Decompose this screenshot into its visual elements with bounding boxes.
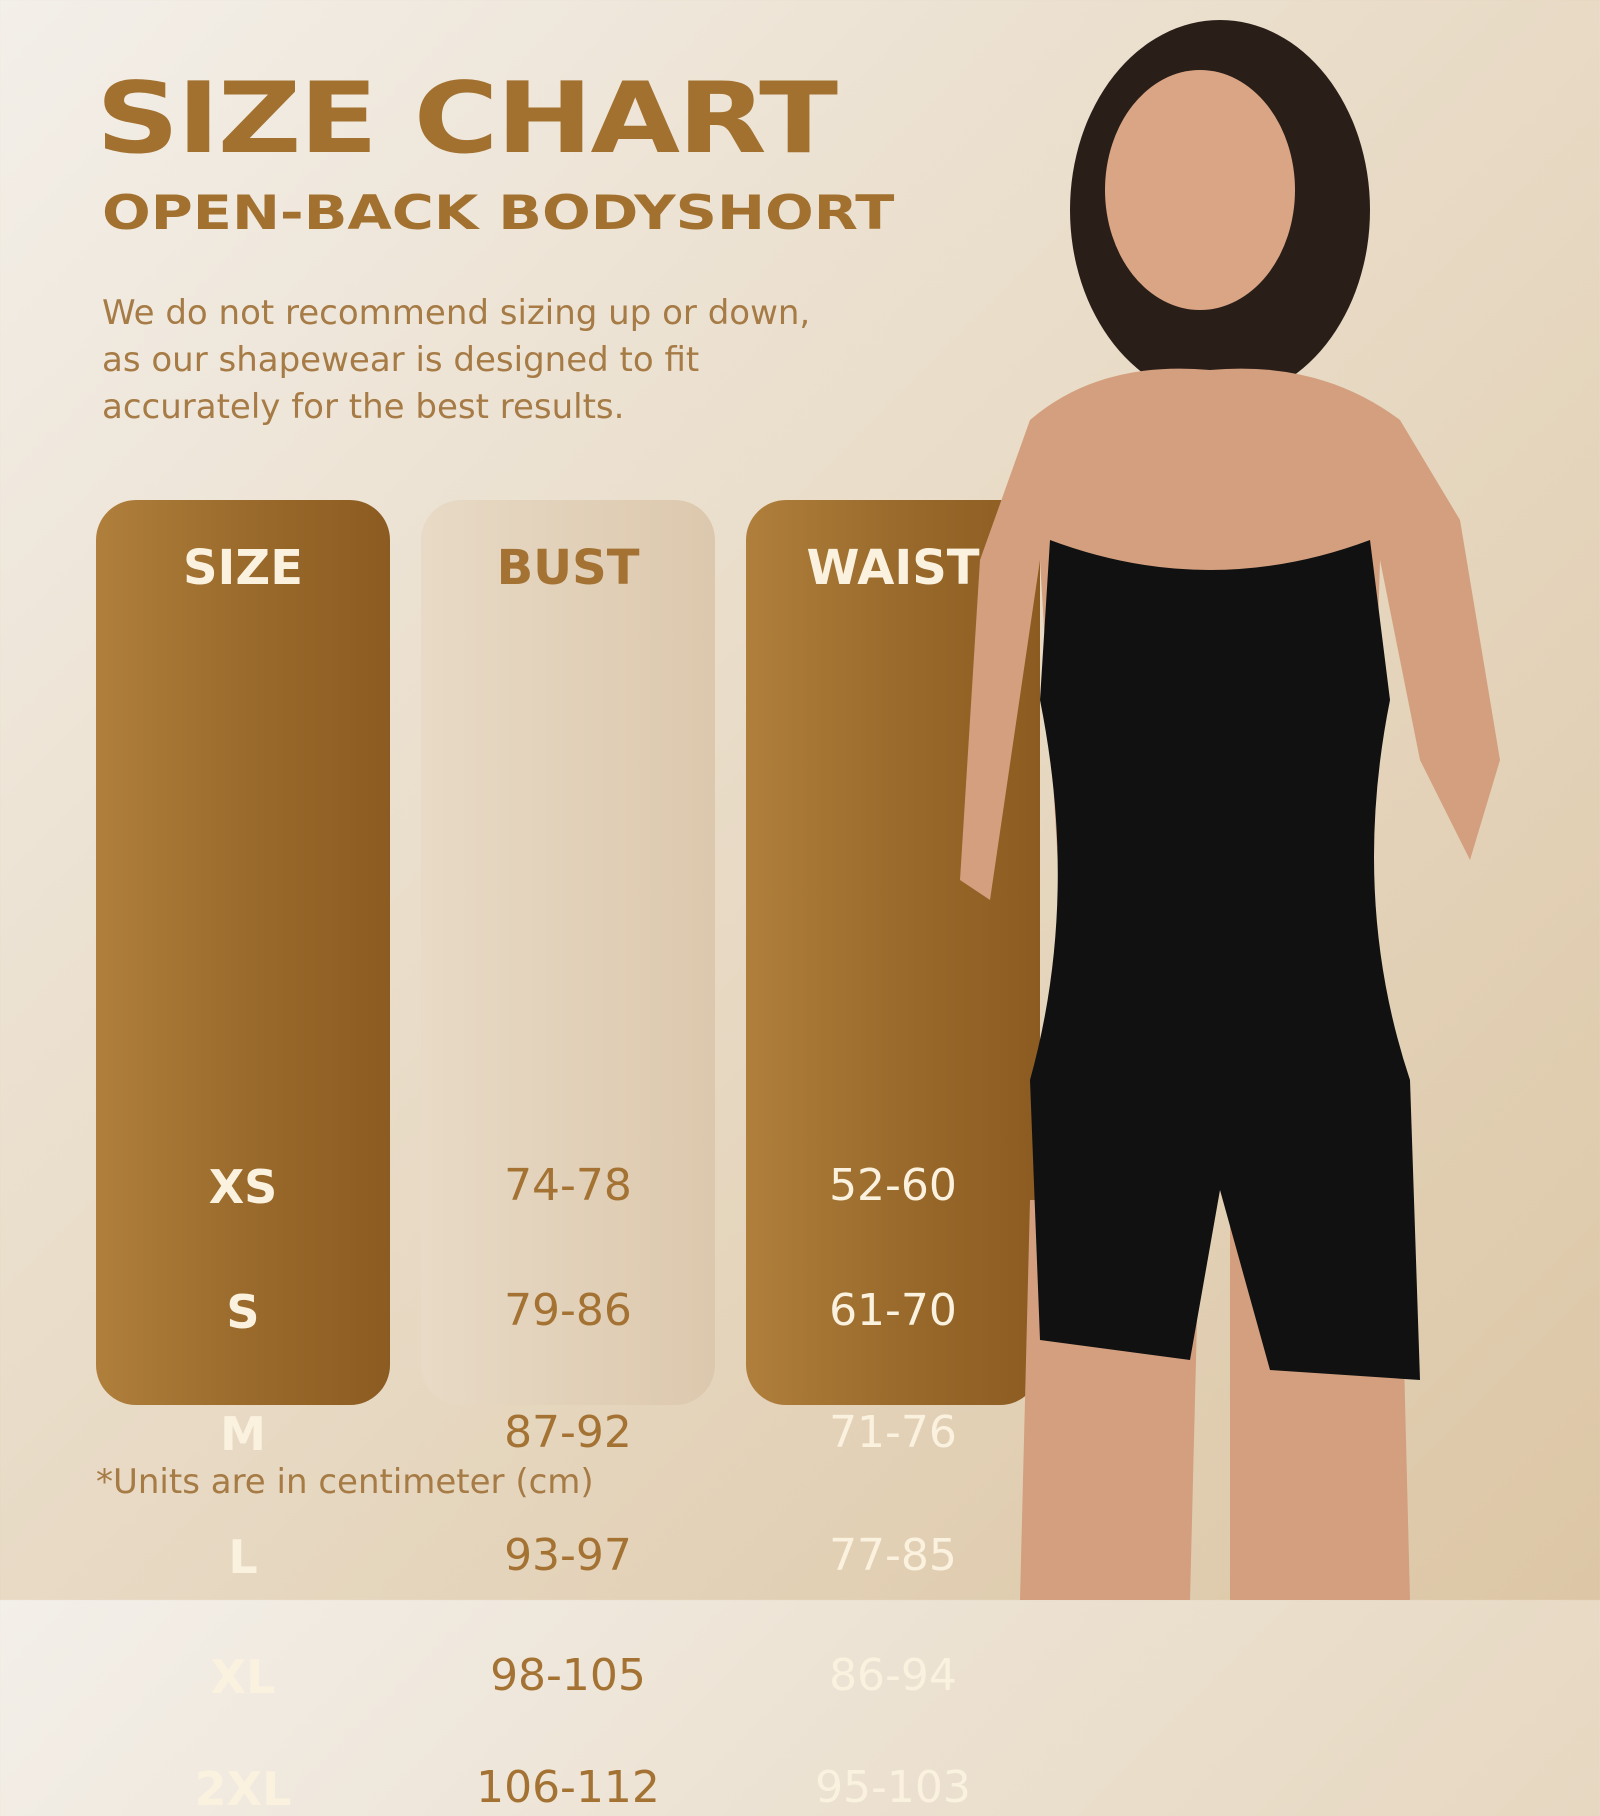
table-cell: 93-97	[504, 1530, 632, 1581]
product-name: OPEN-BACK BODYSHORT	[102, 186, 895, 241]
black-bodyshort	[1030, 540, 1420, 1380]
face	[1105, 70, 1295, 310]
table-cell: 98-105	[490, 1650, 646, 1701]
sizing-note: We do not recommend sizing up or down, a…	[102, 293, 811, 427]
table-cell: M	[220, 1407, 266, 1461]
table-cell: 52-60	[829, 1160, 957, 1211]
table-cell: 2XL	[194, 1762, 292, 1816]
table-cell: 86-94	[829, 1650, 957, 1701]
size-column: SIZE XS S M L XL 2XL	[96, 500, 390, 1816]
table-cell: XL	[210, 1650, 276, 1704]
page-title: SIZE CHART	[96, 62, 838, 176]
table-cell: 106-112	[476, 1762, 660, 1813]
column-header: WAIST	[806, 540, 980, 596]
model-photo	[960, 20, 1500, 1600]
table-cell: 61-70	[829, 1285, 957, 1336]
units-note: *Units are in centimeter (cm)	[96, 1462, 594, 1502]
table-cell: XS	[208, 1160, 278, 1214]
table-cell: S	[226, 1285, 260, 1339]
column-header: BUST	[496, 540, 640, 596]
table-cell: 74-78	[504, 1160, 632, 1211]
column-header: SIZE	[182, 540, 304, 596]
table-cell: 79-86	[504, 1285, 632, 1336]
table-cell: 77-85	[829, 1530, 957, 1581]
table-cell: 71-76	[829, 1407, 957, 1458]
bust-column: BUST 74-78 79-86 87-92 93-97 98-105 106-112	[421, 500, 715, 1813]
table-cell: L	[228, 1530, 258, 1584]
table-cell: 87-92	[504, 1407, 632, 1458]
table-cell: 95-103	[815, 1762, 971, 1813]
